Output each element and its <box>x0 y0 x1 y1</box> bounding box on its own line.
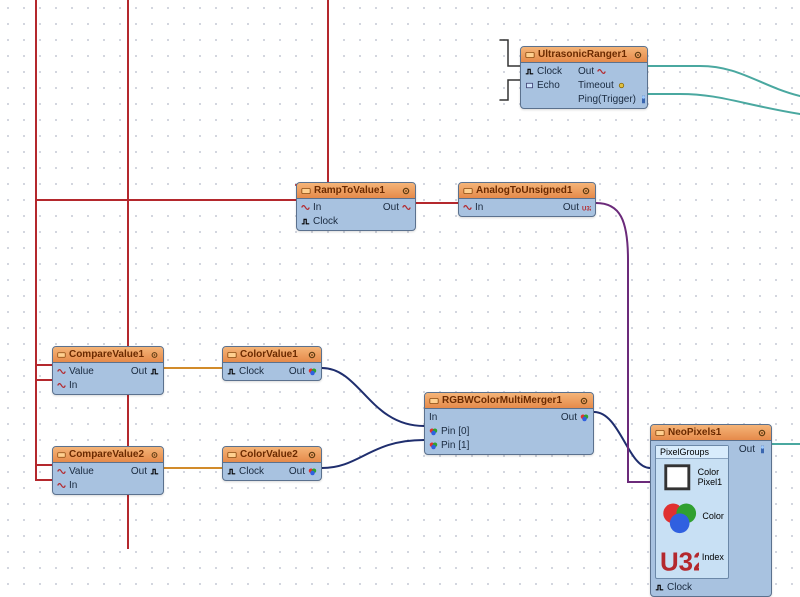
node-title[interactable]: UltrasonicRanger1 <box>521 47 647 63</box>
port-clock[interactable]: Clock <box>523 65 564 78</box>
node-title-label: ColorValue1 <box>240 349 298 360</box>
port-clock[interactable]: Clock <box>225 465 266 478</box>
gear-icon[interactable] <box>633 50 643 60</box>
port-in[interactable]: In <box>461 201 485 214</box>
gear-icon[interactable] <box>579 396 589 406</box>
port-out[interactable]: Out <box>576 65 650 78</box>
node-title-label: ColorValue2 <box>240 449 298 460</box>
svg-text:U32: U32 <box>660 548 699 576</box>
node-body: InClock Out <box>297 199 415 230</box>
node-title[interactable]: RampToValue1 <box>297 183 415 199</box>
node-color1[interactable]: ColorValue1 Clock Out <box>222 346 322 381</box>
port-value[interactable]: Value <box>55 465 96 478</box>
node-title-label: UltrasonicRanger1 <box>538 49 627 60</box>
panel-row-color-pixel1[interactable]: Color Pixel1 <box>656 459 728 496</box>
port-out[interactable]: Out <box>381 201 413 214</box>
node-merger[interactable]: RGBWColorMultiMerger1 InPin [0]Pin [1] Out <box>424 392 594 455</box>
panel-row-index[interactable]: U32Index <box>656 537 728 578</box>
port-echo[interactable]: Echo <box>523 79 564 92</box>
node-body: ClockEcho OutTimeoutPing(Trigger) <box>521 63 647 108</box>
node-body: Clock Out <box>223 363 321 380</box>
node-color2[interactable]: ColorValue2 Clock Out <box>222 446 322 481</box>
panel-row-color[interactable]: Color <box>656 496 728 537</box>
port-pin-0-[interactable]: Pin [0] <box>427 425 471 438</box>
port-pin-1-[interactable]: Pin [1] <box>427 439 471 452</box>
port-out[interactable]: U32Out <box>561 201 593 214</box>
port-clock[interactable]: Clock <box>225 365 266 378</box>
port-in[interactable]: In <box>299 201 340 214</box>
node-title-label: CompareValue1 <box>69 349 144 360</box>
port-out[interactable]: Out <box>287 465 319 478</box>
port-in[interactable]: In <box>55 379 96 392</box>
gear-icon[interactable] <box>757 428 767 438</box>
panel-title: PixelGroups <box>656 446 728 459</box>
svg-text:U32: U32 <box>582 207 591 213</box>
port-out[interactable]: Out <box>129 365 161 378</box>
node-title-label: RampToValue1 <box>314 185 385 196</box>
node-title[interactable]: AnalogToUnsigned1 <box>459 183 595 199</box>
port-out[interactable]: Out <box>287 365 319 378</box>
node-title-label: NeoPixels1 <box>668 427 721 438</box>
node-title-label: CompareValue2 <box>69 449 144 460</box>
port-ping-trigger-[interactable]: Ping(Trigger) <box>576 93 650 106</box>
node-ultra[interactable]: UltrasonicRanger1 ClockEcho OutTimeoutPing… <box>520 46 648 109</box>
port-out[interactable]: Out <box>737 443 769 456</box>
port-clock[interactable]: Clock <box>653 581 731 594</box>
node-title[interactable]: NeoPixels1 <box>651 425 771 441</box>
node-cmp1[interactable]: CompareValue1 ValueIn Out <box>52 346 164 395</box>
port-out[interactable]: Out <box>559 411 591 424</box>
node-title[interactable]: ColorValue1 <box>223 347 321 363</box>
node-body: ValueIn Out <box>53 463 163 494</box>
node-a2u[interactable]: AnalogToUnsigned1 In U32Out <box>458 182 596 217</box>
node-body: Clock Out <box>223 463 321 480</box>
gear-icon[interactable] <box>150 450 159 460</box>
node-title[interactable]: RGBWColorMultiMerger1 <box>425 393 593 409</box>
gear-icon[interactable] <box>307 350 317 360</box>
node-cmp2[interactable]: CompareValue2 ValueIn Out <box>52 446 164 495</box>
node-body: ValueIn Out <box>53 363 163 394</box>
port-out[interactable]: Out <box>129 465 161 478</box>
node-ramp[interactable]: RampToValue1 InClock Out <box>296 182 416 231</box>
port-clock[interactable]: Clock <box>299 215 340 228</box>
pixelgroups-panel[interactable]: PixelGroupsColor Pixel1ColorU32Index <box>655 445 729 579</box>
port-in[interactable]: In <box>427 411 471 424</box>
node-neo[interactable]: NeoPixels1PixelGroupsColor Pixel1ColorU3… <box>650 424 772 597</box>
node-body: In U32Out <box>459 199 595 216</box>
gear-icon[interactable] <box>150 350 159 360</box>
gear-icon[interactable] <box>401 186 411 196</box>
node-title-label: AnalogToUnsigned1 <box>476 185 572 196</box>
node-title[interactable]: ColorValue2 <box>223 447 321 463</box>
node-title-label: RGBWColorMultiMerger1 <box>442 395 562 406</box>
gear-icon[interactable] <box>581 186 591 196</box>
node-title[interactable]: CompareValue2 <box>53 447 163 463</box>
node-title[interactable]: CompareValue1 <box>53 347 163 363</box>
node-body: InPin [0]Pin [1] Out <box>425 409 593 454</box>
node-body: PixelGroupsColor Pixel1ColorU32Index Cloc… <box>651 441 771 596</box>
port-timeout[interactable]: Timeout <box>576 79 650 92</box>
gear-icon[interactable] <box>307 450 317 460</box>
port-value[interactable]: Value <box>55 365 96 378</box>
port-in[interactable]: In <box>55 479 96 492</box>
